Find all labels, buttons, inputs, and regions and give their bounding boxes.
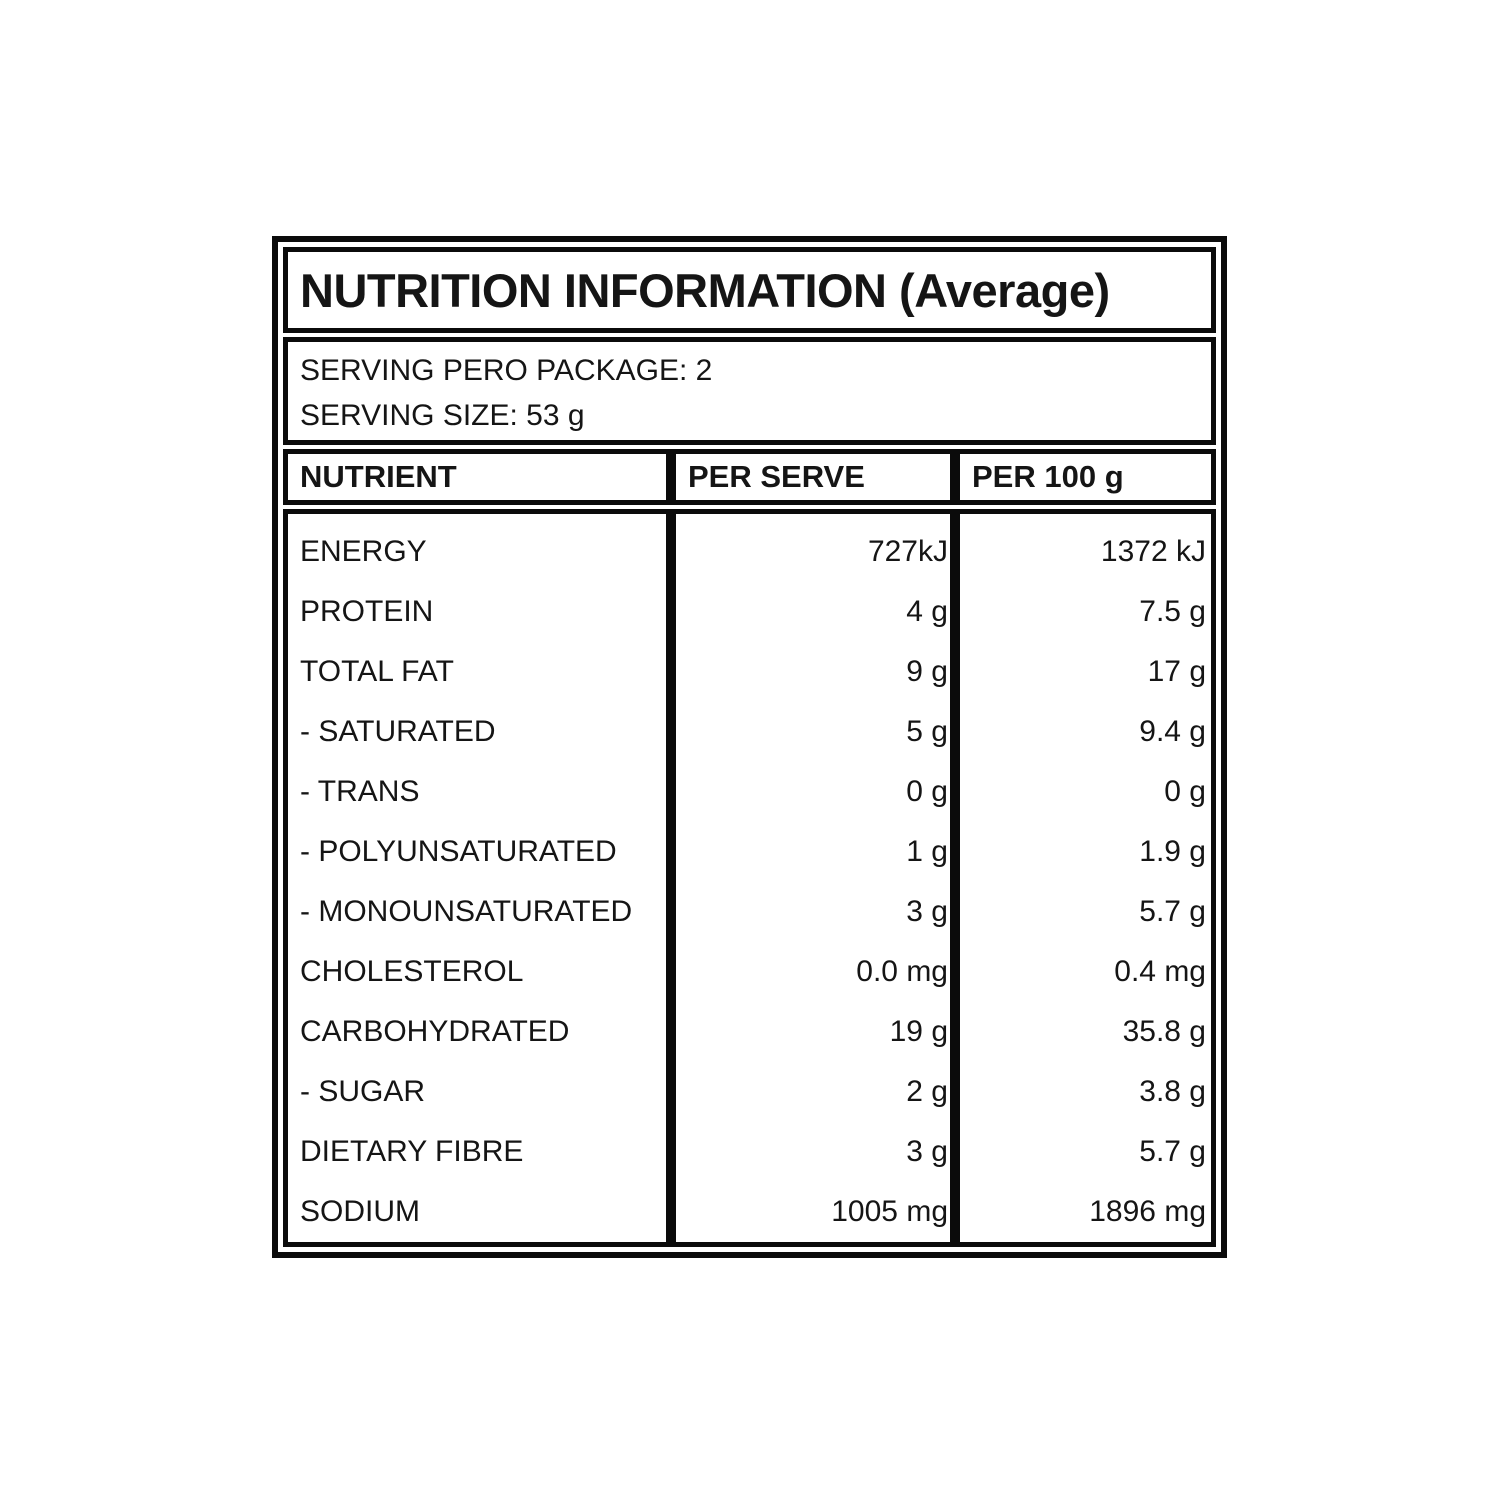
table-cell-per_100g: 17 g [1147, 655, 1206, 688]
table-cell-nutrient: - MONOUNSATURATED [300, 895, 633, 928]
table-cell-per_serve: 2 g [906, 1075, 948, 1108]
table-cell-per_serve: 1005 mg [831, 1195, 948, 1228]
nutrition-label: NUTRITION INFORMATION (Average) SERVING … [272, 236, 1227, 1258]
per-serve-column: 727kJ 4 g 9 g 5 g 0 g 1 g 3 g 0.0 mg 19 g 2 g 3 g 1… [671, 509, 955, 1247]
table-cell-nutrient: PROTEIN [300, 595, 434, 628]
table-cell-per_100g: 0 g [1164, 775, 1206, 808]
table-body: ENERGY PROTEIN TOTAL FAT - SATURATED - TRANS… [283, 509, 1216, 1247]
table-cell-per_100g: 3.8 g [1139, 1075, 1206, 1108]
table-cell-per_serve: 3 g [906, 895, 948, 928]
serving-size-line: SERVING SIZE: 53 g [300, 398, 585, 432]
table-cell-per_serve: 3 g [906, 1135, 948, 1168]
table-cell-per_100g: 5.7 g [1139, 1135, 1206, 1168]
table-cell-nutrient: SODIUM [300, 1195, 420, 1228]
table-header-row: NUTRIENT PER SERVE PER 100 g [283, 449, 1216, 505]
per-100g-column: 1372 kJ 7.5 g 17 g 9.4 g 0 g 1.9 g 5.7 g 0.4 mg… [955, 509, 1216, 1247]
serving-info-box: SERVING PERO PACKAGE: 2 SERVING SIZE: 53… [283, 337, 1216, 445]
table-cell-per_serve: 0 g [906, 775, 948, 808]
table-cell-per_100g: 5.7 g [1139, 895, 1206, 928]
table-cell-per_100g: 35.8 g [1122, 1015, 1206, 1048]
serving-per-package-line: SERVING PERO PACKAGE: 2 [300, 353, 713, 387]
table-cell-nutrient: ENERGY [300, 535, 427, 568]
column-header-per-100g: PER 100 g [955, 449, 1216, 505]
table-cell-per_serve: 5 g [906, 715, 948, 748]
table-cell-per_100g: 1372 kJ [1100, 535, 1206, 568]
column-header-nutrient: NUTRIENT [283, 449, 671, 505]
table-cell-per_100g: 9.4 g [1139, 715, 1206, 748]
table-cell-nutrient: - POLYUNSATURATED [300, 835, 617, 868]
table-cell-nutrient: CARBOHYDRATED [300, 1015, 570, 1048]
table-cell-per_serve: 727kJ [867, 535, 948, 568]
table-cell-per_100g: 1896 mg [1089, 1195, 1206, 1228]
table-cell-per_100g: 7.5 g [1139, 595, 1206, 628]
table-cell-per_serve: 9 g [906, 655, 948, 688]
table-cell-per_100g: 1.9 g [1139, 835, 1206, 868]
table-cell-nutrient: TOTAL FAT [300, 655, 454, 688]
table-cell-nutrient: - SATURATED [300, 715, 496, 748]
table-cell-per_100g: 0.4 mg [1114, 955, 1206, 988]
nutrient-column: ENERGY PROTEIN TOTAL FAT - SATURATED - TRANS… [283, 509, 671, 1247]
column-header-per-serve: PER SERVE [671, 449, 955, 505]
table-cell-nutrient: DIETARY FIBRE [300, 1135, 524, 1168]
nutrition-label-title: NUTRITION INFORMATION (Average) [283, 247, 1216, 333]
table-cell-per_serve: 1 g [906, 835, 948, 868]
table-cell-nutrient: - SUGAR [300, 1075, 426, 1108]
table-cell-per_serve: 0.0 mg [856, 955, 948, 988]
table-cell-nutrient: - TRANS [300, 775, 420, 808]
table-cell-per_serve: 19 g [889, 1015, 948, 1048]
table-cell-nutrient: CHOLESTEROL [300, 955, 524, 988]
table-cell-per_serve: 4 g [906, 595, 948, 628]
